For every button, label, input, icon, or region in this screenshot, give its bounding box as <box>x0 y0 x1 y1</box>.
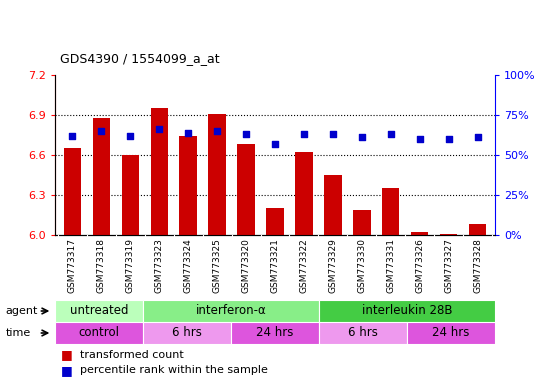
Point <box>184 129 192 136</box>
Text: 24 hrs: 24 hrs <box>432 326 470 339</box>
Bar <box>64 148 81 235</box>
Point <box>68 133 77 139</box>
Text: interleukin 28B: interleukin 28B <box>362 305 452 318</box>
Text: GSM773321: GSM773321 <box>271 238 279 293</box>
Point <box>473 134 482 141</box>
Bar <box>353 210 371 235</box>
Text: GSM773325: GSM773325 <box>213 238 222 293</box>
Text: agent: agent <box>6 306 38 316</box>
Bar <box>469 224 486 235</box>
Text: GSM773326: GSM773326 <box>415 238 424 293</box>
Bar <box>151 108 168 235</box>
Text: 6 hrs: 6 hrs <box>172 326 202 339</box>
Point <box>300 131 309 137</box>
Text: GSM773324: GSM773324 <box>184 238 192 293</box>
Bar <box>319 300 495 322</box>
Text: ■: ■ <box>60 348 72 361</box>
Point <box>97 128 106 134</box>
Point <box>387 131 395 137</box>
Bar <box>440 234 458 235</box>
Text: GSM773328: GSM773328 <box>473 238 482 293</box>
Point <box>271 141 279 147</box>
Text: GSM773331: GSM773331 <box>386 238 395 293</box>
Point <box>126 133 135 139</box>
Bar <box>238 144 255 235</box>
Text: GSM773322: GSM773322 <box>299 238 309 293</box>
Bar <box>231 322 319 344</box>
Text: 24 hrs: 24 hrs <box>256 326 294 339</box>
Text: time: time <box>6 328 31 338</box>
Text: 6 hrs: 6 hrs <box>348 326 378 339</box>
Bar <box>208 114 226 235</box>
Bar <box>324 175 342 235</box>
Bar <box>295 152 312 235</box>
Text: GDS4390 / 1554099_a_at: GDS4390 / 1554099_a_at <box>60 52 220 65</box>
Bar <box>122 155 139 235</box>
Point <box>328 131 337 137</box>
Text: untreated: untreated <box>70 305 128 318</box>
Bar <box>55 322 143 344</box>
Point <box>155 126 163 132</box>
Point <box>415 136 424 142</box>
Point <box>444 136 453 142</box>
Point <box>241 131 250 137</box>
Bar <box>319 322 407 344</box>
Bar <box>382 188 399 235</box>
Bar <box>143 322 231 344</box>
Text: GSM773320: GSM773320 <box>241 238 251 293</box>
Text: transformed count: transformed count <box>80 349 184 359</box>
Text: GSM773327: GSM773327 <box>444 238 453 293</box>
Text: percentile rank within the sample: percentile rank within the sample <box>80 365 268 375</box>
Text: interferon-α: interferon-α <box>196 305 266 318</box>
Bar <box>266 209 284 235</box>
Bar <box>179 136 197 235</box>
Bar <box>143 300 319 322</box>
Point <box>213 128 222 134</box>
Bar <box>407 322 495 344</box>
Text: GSM773319: GSM773319 <box>126 238 135 293</box>
Text: GSM773323: GSM773323 <box>155 238 164 293</box>
Text: ■: ■ <box>60 364 72 377</box>
Text: GSM773317: GSM773317 <box>68 238 77 293</box>
Point <box>358 134 366 141</box>
Bar <box>55 300 143 322</box>
Text: control: control <box>79 326 119 339</box>
Bar <box>92 118 110 235</box>
Text: GSM773318: GSM773318 <box>97 238 106 293</box>
Text: GSM773329: GSM773329 <box>328 238 337 293</box>
Bar <box>411 232 428 235</box>
Text: GSM773330: GSM773330 <box>358 238 366 293</box>
